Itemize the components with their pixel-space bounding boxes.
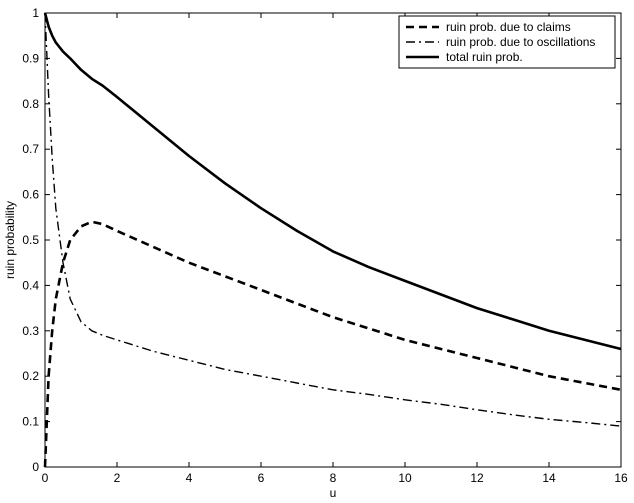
y-tick-label: 0.1 [22, 415, 39, 429]
y-tick-label: 0 [32, 460, 39, 474]
x-tick-label: 8 [330, 471, 337, 485]
legend-label-2: total ruin prob. [446, 50, 523, 64]
series-line-2 [43, 12, 622, 351]
axis-ticks: 0 2 4 6 8 10 12 14 16 0 0.1 0.2 0.3 0.4 0.5 0.6 0.7 0.8 0.… [22, 6, 628, 485]
x-tick-label: 10 [398, 471, 412, 485]
y-axis-label: ruin probability [3, 201, 17, 279]
plot-area-border [44, 12, 622, 468]
y-tick-label: 1 [32, 6, 39, 20]
y-tick-label: 0.9 [22, 51, 39, 65]
x-tick-label: 4 [186, 471, 193, 485]
series-layer [43, 12, 622, 468]
axes-frame [44, 12, 622, 468]
x-tick-label: 14 [542, 471, 556, 485]
y-tick-label: 0.6 [22, 188, 39, 202]
series-line-1 [44, 12, 622, 427]
legend-label-0: ruin prob. due to claims [446, 20, 571, 34]
x-tick-label: 6 [258, 471, 265, 485]
legend-label-1: ruin prob. due to oscillations [446, 35, 595, 49]
x-tick-label: 16 [614, 471, 628, 485]
x-axis-label: u [330, 486, 337, 500]
x-tick-label: 0 [42, 471, 49, 485]
y-tick-label: 0.8 [22, 97, 39, 111]
y-tick-label: 0.5 [22, 233, 39, 247]
y-tick-label: 0.4 [22, 278, 39, 292]
y-tick-label: 0.3 [22, 324, 39, 338]
legend-box [398, 15, 616, 69]
x-tick-label: 12 [470, 471, 484, 485]
x-tick-label: 2 [114, 471, 121, 485]
y-tick-label: 0.2 [22, 369, 39, 383]
y-tick-label: 0.7 [22, 142, 39, 156]
series-line-0 [43, 220, 622, 468]
